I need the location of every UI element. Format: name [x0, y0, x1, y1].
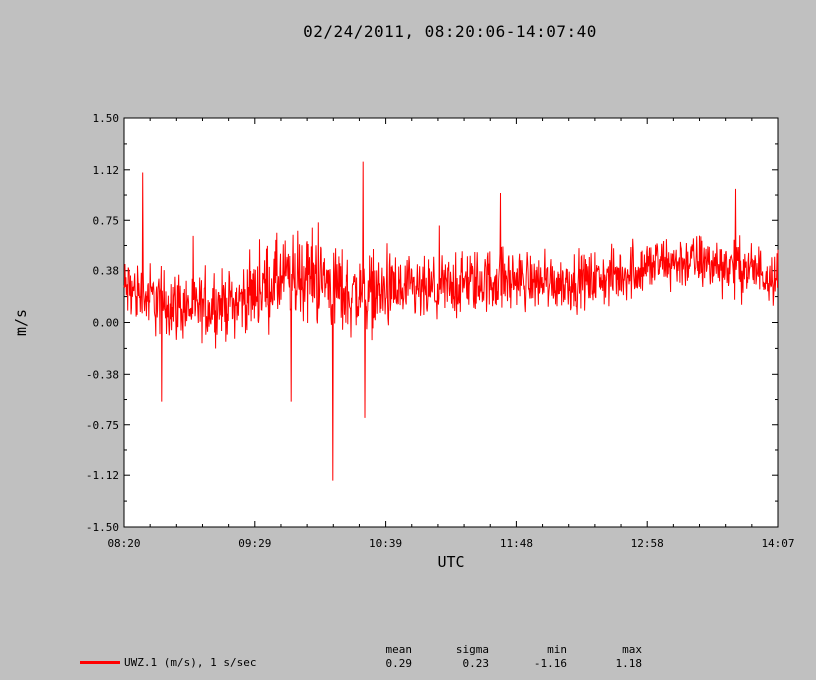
y-tick-label: -1.50	[86, 521, 119, 534]
x-tick-label: 11:48	[500, 537, 533, 550]
stat-mean: mean 0.29	[342, 643, 413, 670]
window-bottom-edge	[0, 680, 816, 682]
y-tick-label: 0.00	[93, 317, 120, 330]
stat-mean-value: 0.29	[385, 657, 413, 670]
y-tick-label: -0.75	[86, 419, 119, 432]
y-tick-label: -1.12	[86, 469, 119, 482]
stat-sigma-value: 0.23	[462, 657, 490, 670]
stat-min: min -1.16	[497, 643, 567, 670]
legend-label: UWZ.1 (m/s), 1 s/sec	[124, 656, 257, 669]
x-tick-label: 08:20	[107, 537, 140, 550]
x-tick-label: 09:29	[238, 537, 271, 550]
stat-sigma: sigma 0.23	[419, 643, 489, 670]
x-axis-label: UTC	[437, 553, 464, 571]
stat-max: max 1.18	[572, 643, 643, 670]
y-tick-label: 0.75	[93, 214, 120, 227]
stat-max-value: 1.18	[615, 657, 643, 670]
series-line-uwz1	[123, 161, 779, 481]
chart-title: 02/24/2011, 08:20:06-14:07:40	[303, 22, 597, 41]
legend-swatch	[80, 661, 120, 664]
stat-min-value: -1.16	[533, 657, 567, 670]
x-tick-label: 12:58	[631, 537, 664, 550]
stat-max-label: max	[622, 643, 642, 656]
stat-min-label: min	[547, 643, 567, 656]
y-tick-label: 1.50	[93, 112, 120, 125]
stat-sigma-label: sigma	[455, 643, 489, 656]
y-tick-label: 1.12	[93, 164, 120, 177]
y-tick-label: 0.38	[93, 265, 120, 278]
y-axis-label: m/s	[12, 309, 30, 336]
y-tick-label: -0.38	[86, 368, 119, 381]
x-tick-label: 14:07	[761, 537, 794, 550]
x-tick-label: 10:39	[369, 537, 402, 550]
stat-mean-label: mean	[385, 643, 413, 656]
